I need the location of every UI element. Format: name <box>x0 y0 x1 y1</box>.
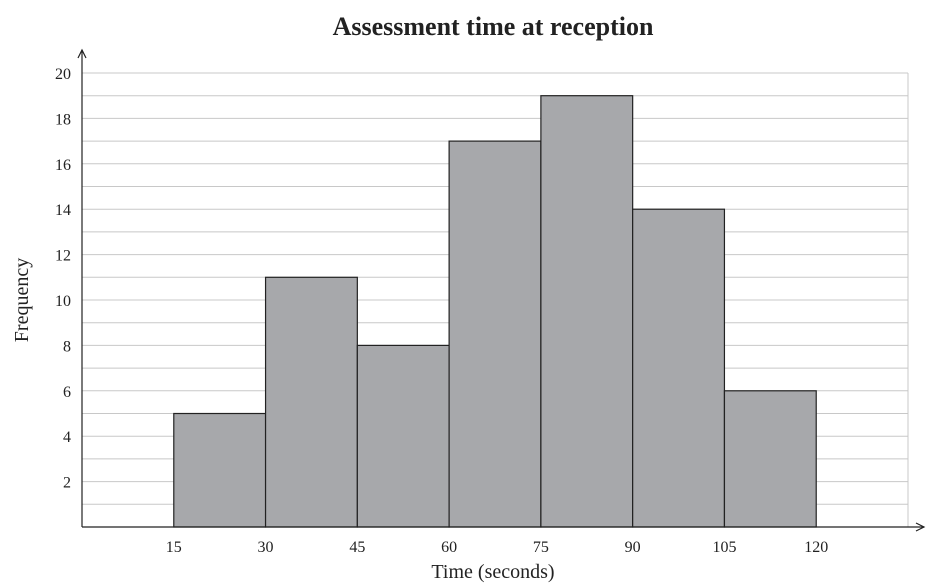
x-tick-label: 45 <box>349 539 365 556</box>
histogram-bar <box>723 390 817 528</box>
histogram-bar <box>173 412 267 528</box>
y-tick-label: 10 <box>55 293 71 310</box>
y-tick-label: 16 <box>55 157 71 174</box>
y-tick-label: 2 <box>63 475 71 492</box>
y-tick-label: 6 <box>63 384 71 401</box>
x-axis-label: Time (seconds) <box>431 561 554 583</box>
histogram-bar <box>632 208 726 528</box>
histogram-bar <box>264 276 358 528</box>
y-tick-label: 14 <box>55 202 71 219</box>
x-tick-label: 15 <box>166 539 182 556</box>
chart-title: Assessment time at reception <box>333 12 654 41</box>
x-tick-label: 30 <box>258 539 274 556</box>
y-tick-label: 4 <box>63 429 71 446</box>
y-tick-label: 18 <box>55 111 71 128</box>
x-tick-label: 105 <box>712 539 736 556</box>
y-axis-label: Frequency <box>11 258 33 342</box>
histogram-bar <box>448 140 542 528</box>
y-tick-label: 20 <box>55 66 71 83</box>
x-tick-label: 75 <box>533 539 549 556</box>
y-axis-arrow-icon <box>77 48 87 59</box>
x-axis-arrow-icon <box>915 522 926 532</box>
x-tick-label: 120 <box>804 539 828 556</box>
axes <box>77 48 926 532</box>
y-tick-label: 12 <box>55 248 71 265</box>
x-tick-label: 60 <box>441 539 457 556</box>
histogram-bar <box>356 344 450 528</box>
x-tick-labels: 15 30 45 60 75 90 105 120 <box>166 539 828 556</box>
histogram-bar <box>540 95 634 528</box>
y-tick-labels: 2 4 6 8 10 12 14 16 18 20 <box>55 66 71 492</box>
histogram-bars <box>173 95 817 528</box>
y-tick-label: 8 <box>63 338 71 355</box>
x-tick-label: 90 <box>625 539 641 556</box>
